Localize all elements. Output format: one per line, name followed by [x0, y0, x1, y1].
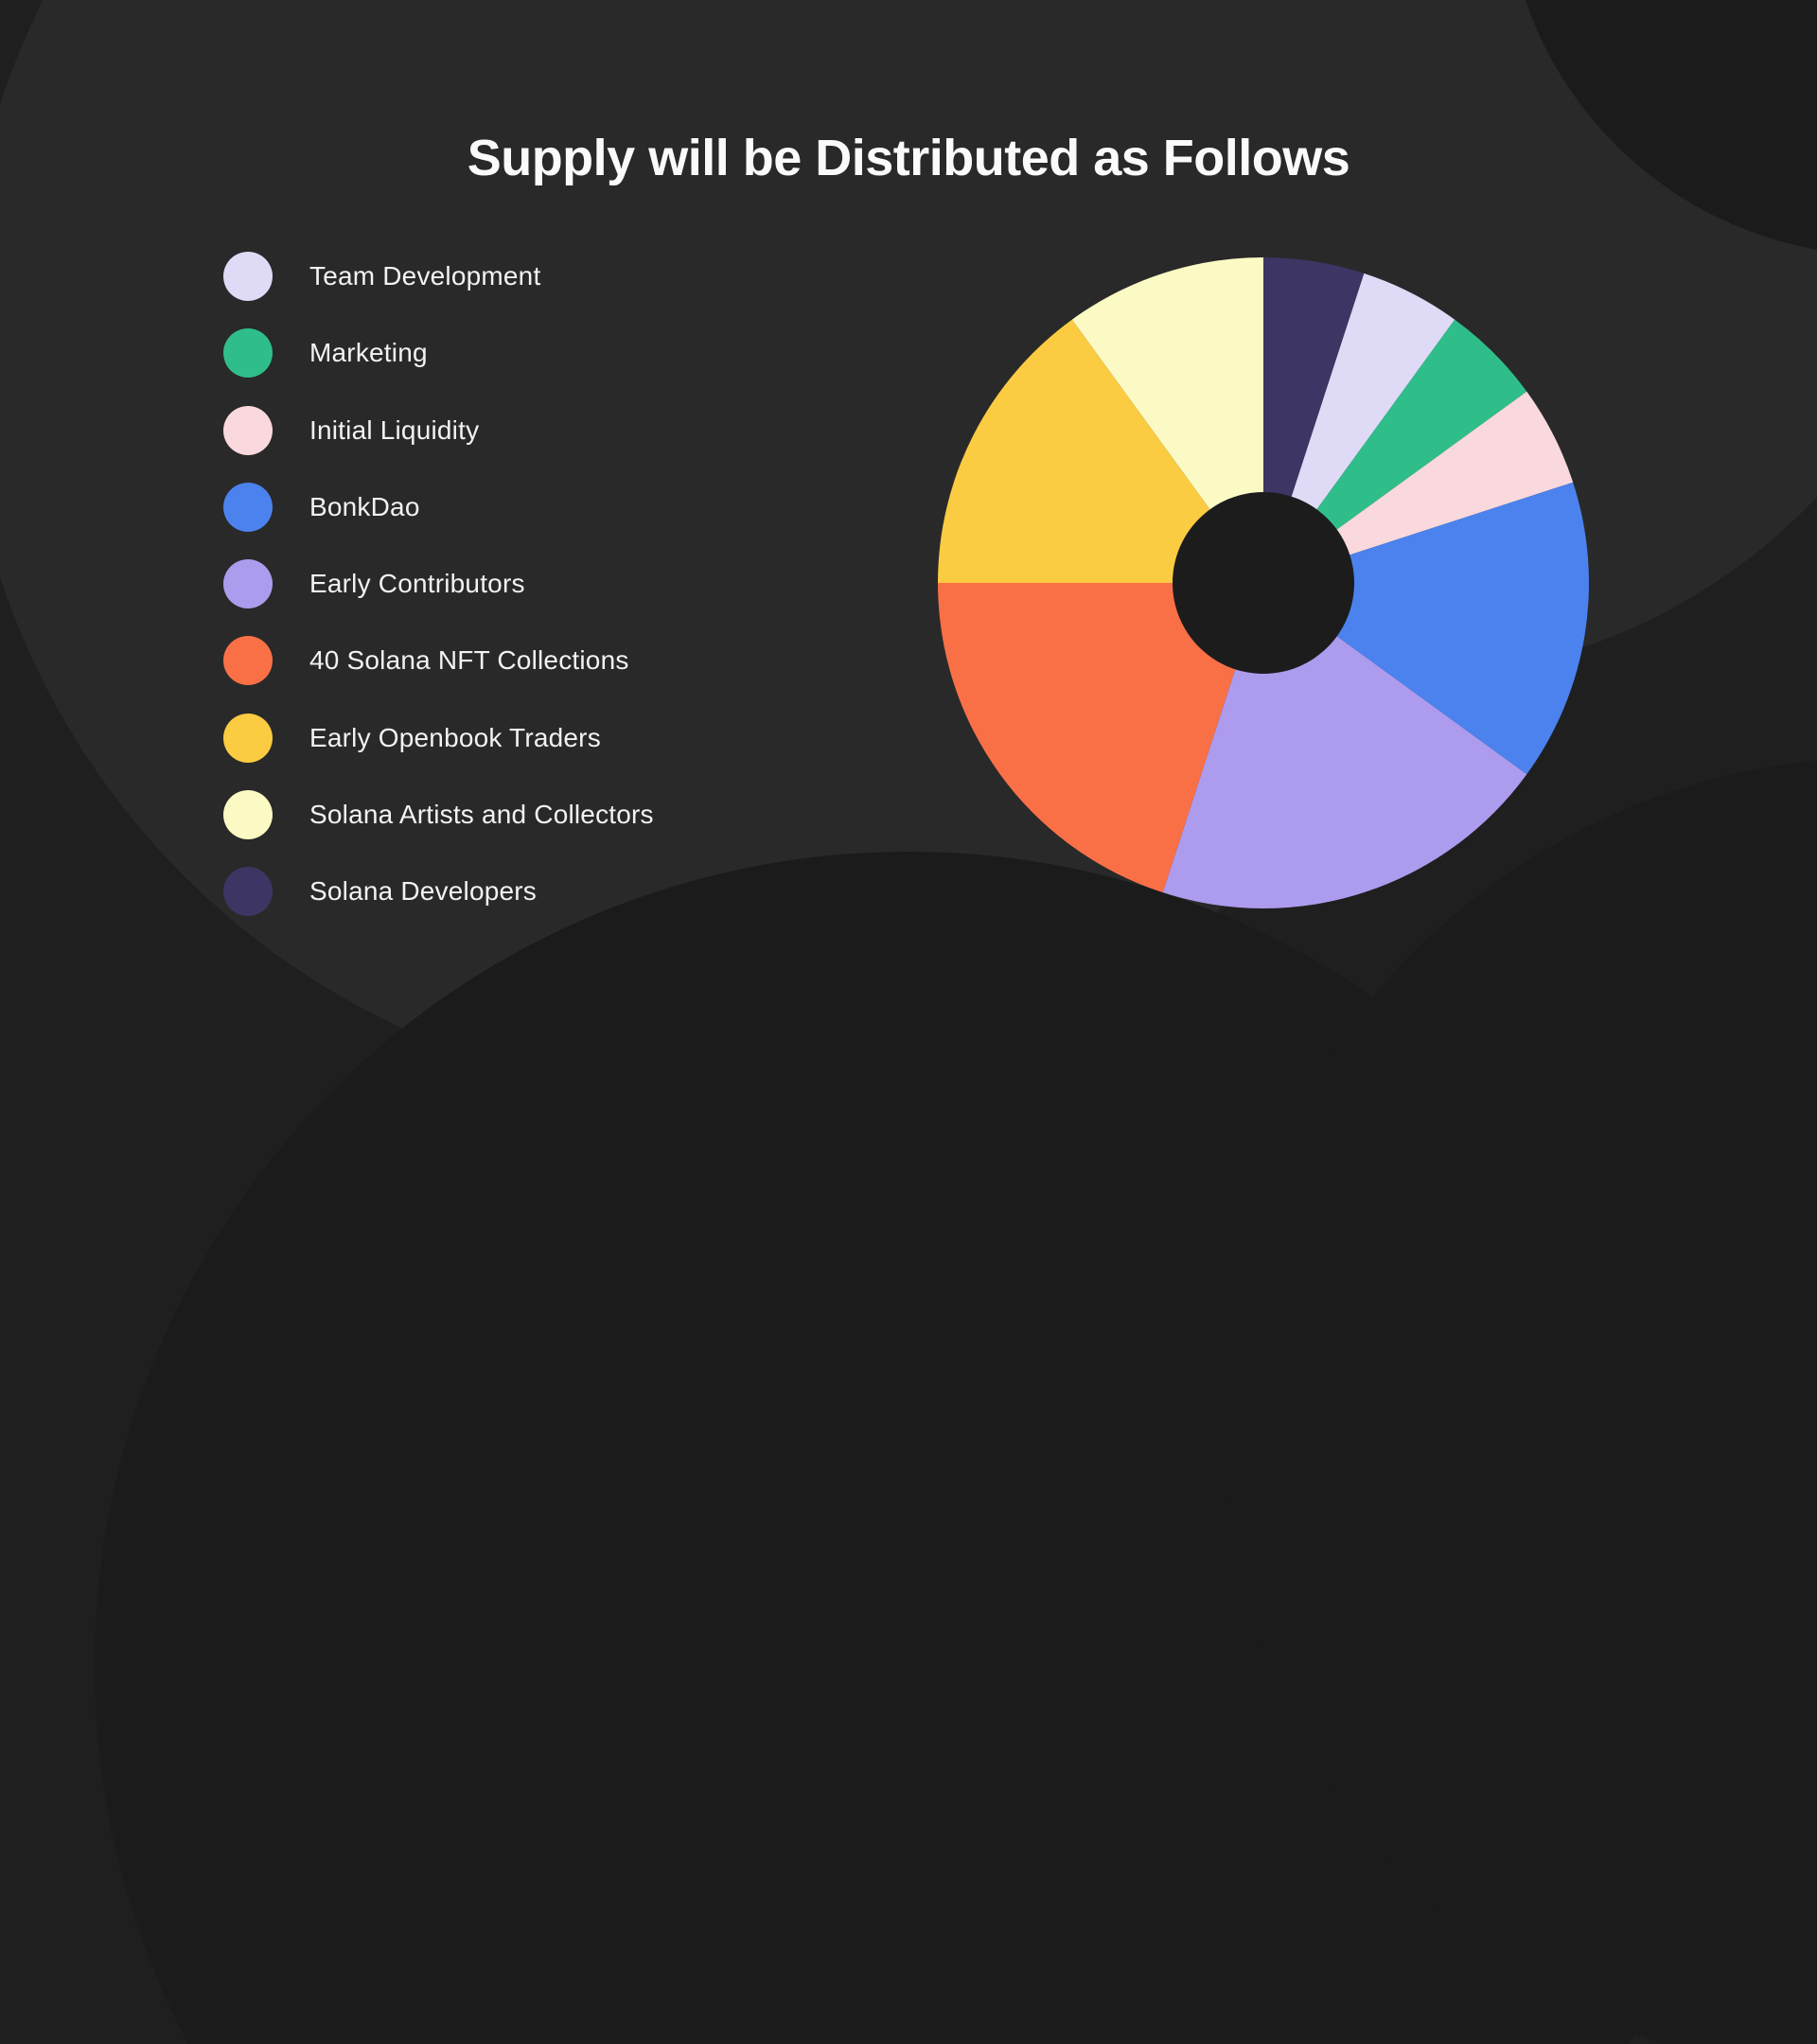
legend-item: 40 Solana NFT Collections [223, 636, 654, 686]
pie-slice-40-solana-nft-collections [938, 583, 1263, 893]
legend-swatch [223, 252, 273, 301]
donut-hole [1173, 492, 1354, 674]
legend-swatch [223, 790, 273, 840]
page-title: Supply will be Distributed as Follows [467, 130, 1350, 187]
legend-label: Team Development [309, 261, 541, 291]
legend-swatch [223, 559, 273, 609]
legend-item: Solana Artists and Collectors [223, 790, 654, 840]
pie-slice-initial-liquidity [1263, 391, 1574, 583]
legend-label: BonkDao [309, 491, 420, 521]
legend-label: 40 Solana NFT Collections [309, 645, 629, 676]
legend: Team Development Marketing Initial Liquidi… [223, 252, 654, 917]
legend-swatch [223, 636, 273, 686]
legend-item: Solana Developers [223, 867, 654, 917]
legend-swatch [223, 482, 273, 532]
legend-label: Initial Liquidity [309, 414, 480, 445]
legend-swatch [223, 328, 273, 379]
pie-slice-solana-artists-and-collectors [1071, 257, 1263, 583]
legend-label: Solana Artists and Collectors [309, 800, 654, 830]
legend-item: Early Openbook Traders [223, 713, 654, 763]
legend-item: Marketing [223, 328, 654, 379]
legend-swatch [223, 867, 273, 917]
pie-slice-early-openbook-traders [938, 319, 1263, 583]
legend-swatch [223, 405, 273, 455]
legend-label: Marketing [309, 338, 428, 368]
legend-label: Solana Developers [309, 876, 537, 907]
legend-swatch [223, 713, 273, 763]
pie-slice-bonkdao [1263, 482, 1589, 775]
pie-chart [938, 257, 1589, 908]
legend-label: Early Contributors [309, 569, 525, 599]
legend-label: Early Openbook Traders [309, 722, 601, 752]
legend-item: Initial Liquidity [223, 405, 654, 455]
legend-item: Early Contributors [223, 559, 654, 609]
pie-slice-marketing [1263, 319, 1527, 583]
legend-item: Team Development [223, 252, 654, 301]
pie-slice-team-development [1263, 273, 1455, 583]
legend-item: BonkDao [223, 482, 654, 532]
